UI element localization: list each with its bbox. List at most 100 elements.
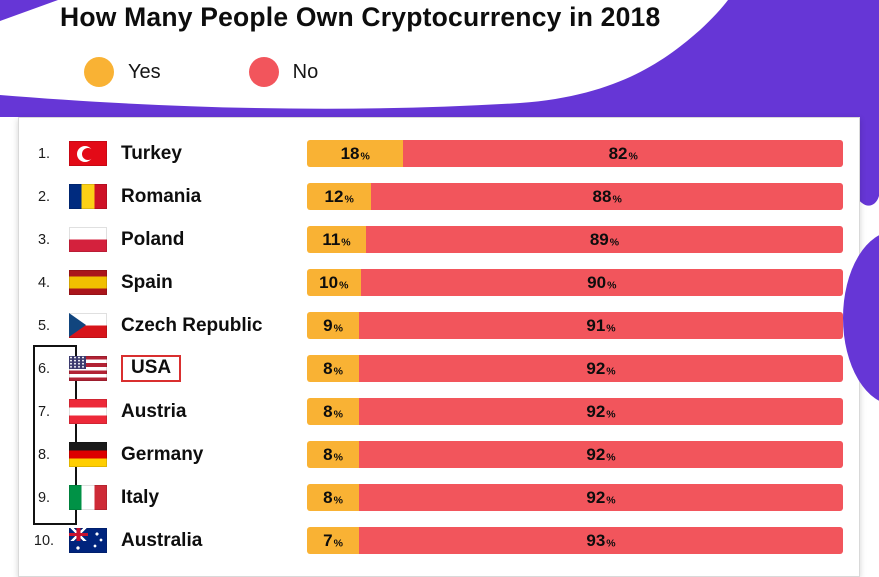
- yes-value: 8: [323, 444, 333, 464]
- australia-flag-icon: [69, 528, 107, 553]
- ownership-bar: 8% 92%: [307, 484, 843, 511]
- ownership-bar: 10% 90%: [307, 269, 843, 296]
- yes-bar-segment: 8%: [307, 355, 359, 382]
- percent-sign: %: [628, 150, 638, 162]
- country-cell: Turkey: [121, 143, 307, 165]
- rank-label: 1.: [37, 145, 51, 162]
- rank-label: 9.: [37, 489, 51, 506]
- rank-label: 5.: [37, 317, 51, 334]
- yes-value: 8: [323, 358, 333, 378]
- country-row: 1. Turkey 18% 82%: [25, 132, 843, 175]
- country-label: Spain: [121, 271, 173, 293]
- rank-label: 8.: [37, 446, 51, 463]
- czech-republic-flag-icon: [69, 313, 107, 338]
- percent-sign: %: [339, 279, 349, 291]
- yes-value: 8: [323, 487, 333, 507]
- yes-bar-segment: 8%: [307, 441, 359, 468]
- yes-value: 10: [319, 272, 339, 292]
- rank-label: 4.: [37, 274, 51, 291]
- ownership-bar: 9% 91%: [307, 312, 843, 339]
- country-rows: 1. Turkey 18% 82% 2. Romania 12% 88%: [25, 132, 843, 562]
- no-value: 92: [586, 401, 606, 421]
- yes-value: 12: [324, 186, 344, 206]
- country-row: 8. Germany 8% 92%: [25, 433, 843, 476]
- romania-flag-icon: [69, 184, 107, 209]
- ownership-bar: 12% 88%: [307, 183, 843, 210]
- page-title: How Many People Own Cryptocurrency in 20…: [60, 2, 661, 32]
- purple-topleft-corner-shape: [0, 0, 58, 21]
- percent-sign: %: [333, 494, 343, 506]
- country-label: Italy: [121, 486, 160, 508]
- country-cell: Poland: [121, 229, 307, 251]
- percent-sign: %: [333, 537, 343, 549]
- country-cell: Spain: [121, 272, 307, 294]
- country-row: 3. Poland 11% 89%: [25, 218, 843, 261]
- no-value: 92: [586, 487, 606, 507]
- country-row: 5. Czech Republic 9% 91%: [25, 304, 843, 347]
- no-bar-segment: 82%: [403, 140, 843, 167]
- no-value: 82: [608, 143, 628, 163]
- rank-label: 3.: [37, 231, 51, 248]
- ownership-bar: 11% 89%: [307, 226, 843, 253]
- austria-flag-icon: [69, 399, 107, 424]
- country-cell: Czech Republic: [121, 315, 307, 337]
- no-value: 92: [586, 358, 606, 378]
- country-row: 10. Australia 7% 93%: [25, 519, 843, 562]
- no-value: 90: [587, 272, 607, 292]
- percent-sign: %: [606, 365, 616, 377]
- no-bar-segment: 92%: [359, 441, 843, 468]
- percent-sign: %: [612, 193, 622, 205]
- country-cell: USA: [121, 355, 307, 382]
- percent-sign: %: [606, 322, 616, 334]
- country-label: Turkey: [121, 142, 182, 164]
- percent-sign: %: [606, 537, 616, 549]
- country-label: USA: [121, 355, 182, 382]
- yes-bar-segment: 12%: [307, 183, 372, 210]
- yes-value: 18: [340, 143, 360, 163]
- percent-sign: %: [341, 236, 351, 248]
- country-cell: Austria: [121, 401, 307, 423]
- no-bar-segment: 92%: [359, 355, 843, 382]
- italy-flag-icon: [69, 485, 107, 510]
- rank-label: 2.: [37, 188, 51, 205]
- percent-sign: %: [606, 451, 616, 463]
- yes-bar-segment: 10%: [307, 269, 361, 296]
- legend: Yes No: [84, 57, 318, 87]
- percent-sign: %: [607, 279, 617, 291]
- rank-label: 10.: [33, 532, 55, 549]
- rank-label: 6.: [37, 360, 51, 377]
- country-label: Germany: [121, 443, 204, 465]
- percent-sign: %: [360, 150, 370, 162]
- no-value: 91: [586, 315, 606, 335]
- no-value: 93: [586, 530, 606, 550]
- legend-no-label: No: [292, 60, 319, 83]
- no-bar-segment: 92%: [359, 398, 843, 425]
- ownership-bar: 8% 92%: [307, 441, 843, 468]
- no-bar-segment: 88%: [371, 183, 843, 210]
- percent-sign: %: [609, 236, 620, 248]
- yes-value: 8: [323, 401, 333, 421]
- country-label: Australia: [121, 529, 203, 551]
- yes-bar-segment: 9%: [307, 312, 359, 339]
- no-value: 92: [586, 444, 606, 464]
- no-value: 88: [592, 186, 612, 206]
- country-row: 9. Italy 8% 92%: [25, 476, 843, 519]
- yes-bar-segment: 8%: [307, 398, 359, 425]
- percent-sign: %: [606, 408, 616, 420]
- country-cell: Italy: [121, 487, 307, 509]
- yes-bar-segment: 18%: [307, 140, 404, 167]
- country-row: 6. USA 8% 92%: [25, 347, 843, 390]
- ownership-bar: 8% 92%: [307, 398, 843, 425]
- percent-sign: %: [606, 494, 616, 506]
- yes-value: 7: [323, 530, 333, 550]
- legend-yes-swatch: [84, 57, 114, 87]
- ownership-bar: 18% 82%: [307, 140, 843, 167]
- percent-sign: %: [333, 408, 343, 420]
- country-cell: Australia: [121, 530, 307, 552]
- country-cell: Germany: [121, 444, 307, 466]
- yes-value: 9: [323, 315, 333, 335]
- germany-flag-icon: [69, 442, 107, 467]
- country-row: 7. Austria 8% 92%: [25, 390, 843, 433]
- country-label: Romania: [121, 185, 202, 207]
- percent-sign: %: [333, 322, 343, 334]
